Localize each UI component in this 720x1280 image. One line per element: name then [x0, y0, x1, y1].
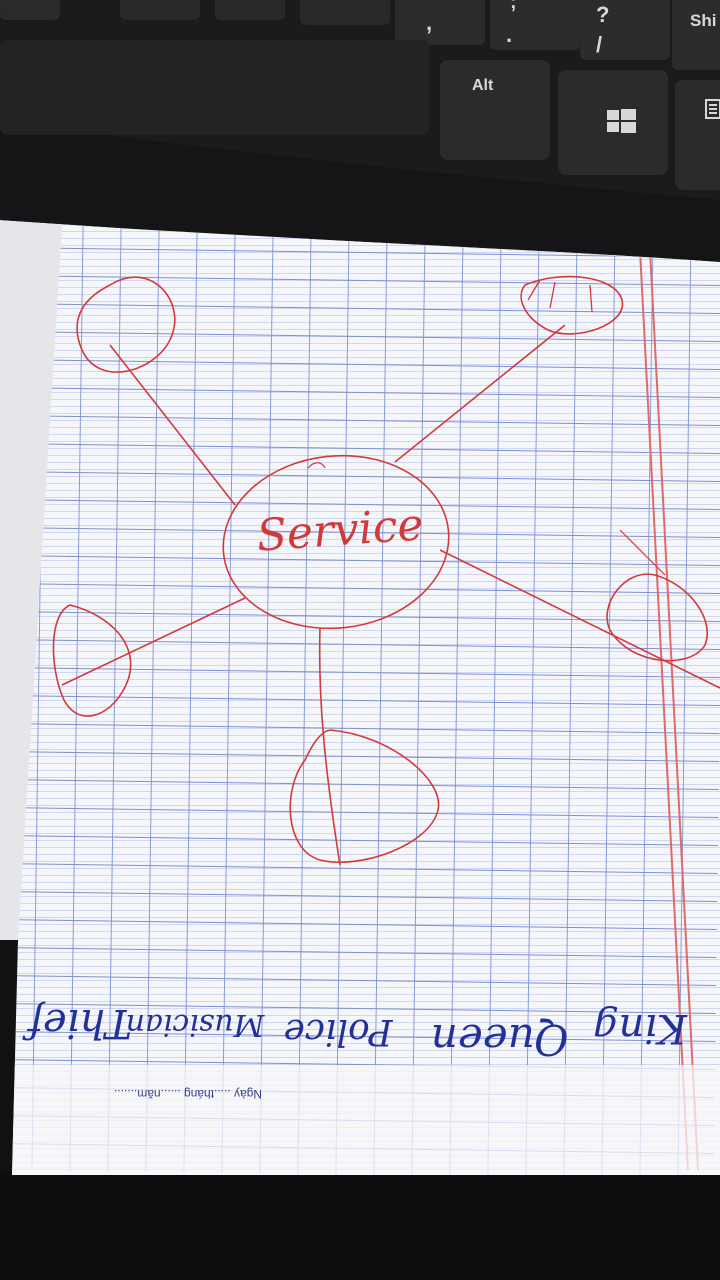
key-question-label: ?	[596, 2, 609, 27]
word-queen: Queen	[431, 1015, 569, 1064]
center-bubble	[222, 454, 450, 630]
mind-map	[52, 275, 720, 866]
menu-key-icon	[705, 99, 720, 119]
word-king: King	[593, 1005, 688, 1051]
handwritten-words: King Queen Police Musician Thief	[22, 1000, 688, 1064]
word-police: Police	[284, 1011, 394, 1052]
key-slash-label: /	[596, 32, 602, 57]
key-period-label: .	[506, 22, 512, 47]
windows-logo-icon	[607, 109, 636, 133]
branch-right	[439, 549, 720, 689]
bubble-right	[606, 573, 708, 662]
key-comma-label: ,	[426, 10, 432, 35]
grid-paper	[12, 225, 720, 1175]
branch-left	[61, 597, 246, 686]
keyboard: , ; . ? / Shi Alt	[0, 0, 720, 262]
key-alt-label: Alt	[472, 77, 494, 94]
word-thief: Thief	[22, 1000, 132, 1046]
bubble-top-right	[520, 275, 624, 335]
key-shift-label: Shi	[690, 11, 716, 30]
branch-top-left	[109, 344, 236, 506]
branch-bottom	[318, 627, 341, 866]
bubble-top-left	[76, 276, 176, 373]
branch-top-right	[394, 324, 566, 463]
center-word: Service	[255, 499, 425, 562]
bubble-bottom	[289, 729, 440, 864]
word-musician: Musician	[126, 1007, 266, 1042]
paper-date-footer: Ngày .....tháng ......năm.......	[114, 1087, 262, 1101]
bubble-left	[52, 604, 132, 717]
key-semicolon-label: ;	[510, 0, 517, 13]
